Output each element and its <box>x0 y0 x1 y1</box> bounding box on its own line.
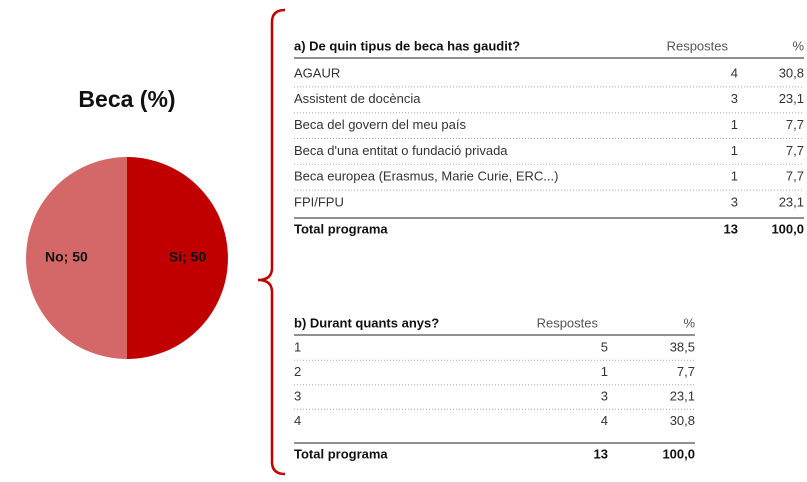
row-percent: 7,7 <box>786 169 804 184</box>
total-label: Total programa <box>294 446 388 461</box>
row-label: Assistent de docència <box>294 91 421 106</box>
total-percent: 100,0 <box>771 221 804 236</box>
row-percent: 7,7 <box>786 143 804 158</box>
row-label: AGAUR <box>294 65 340 80</box>
row-percent: 7,7 <box>786 117 804 132</box>
row-percent: 30,8 <box>670 413 695 428</box>
row-count: 3 <box>731 91 738 106</box>
row-count: 1 <box>731 169 738 184</box>
row-percent: 23,1 <box>670 388 695 403</box>
row-label: Beca del govern del meu país <box>294 117 466 132</box>
row-percent: 38,5 <box>670 339 695 354</box>
row-percent: 23,1 <box>779 194 804 209</box>
row-label: Beca d'una entitat o fundació privada <box>294 143 508 158</box>
row-label: 1 <box>294 339 301 354</box>
row-count: 3 <box>731 194 738 209</box>
total-label: Total programa <box>294 221 388 236</box>
column-header: % <box>683 315 695 330</box>
bracket <box>257 8 286 476</box>
total-count: 13 <box>724 221 738 236</box>
row-percent: 7,7 <box>677 364 695 379</box>
row-percent: 30,8 <box>779 65 804 80</box>
row-count: 1 <box>731 143 738 158</box>
row-count: 4 <box>731 65 738 80</box>
row-label: FPI/FPU <box>294 194 344 209</box>
total-count: 13 <box>594 446 608 461</box>
row-percent: 23,1 <box>779 91 804 106</box>
slice-label: Sí; 50 <box>169 249 207 265</box>
table-title: b) Durant quants anys? <box>294 315 439 330</box>
pie-slice <box>127 157 228 359</box>
row-count: 1 <box>601 364 608 379</box>
row-label: 2 <box>294 364 301 379</box>
row-label: 3 <box>294 388 301 403</box>
row-count: 1 <box>731 117 738 132</box>
row-count: 4 <box>601 413 608 428</box>
total-percent: 100,0 <box>662 446 695 461</box>
row-label: Beca europea (Erasmus, Marie Curie, ERC.… <box>294 169 558 184</box>
row-label: 4 <box>294 413 301 428</box>
column-header: Respostes <box>667 38 729 53</box>
column-header: Respostes <box>537 315 599 330</box>
row-count: 3 <box>601 388 608 403</box>
slice-label: No; 50 <box>45 249 88 265</box>
row-count: 5 <box>601 339 608 354</box>
table-title: a) De quin tipus de beca has gaudit? <box>294 38 520 53</box>
chart-title: Beca (%) <box>78 86 175 112</box>
pie-slice <box>26 157 128 359</box>
column-header: % <box>792 38 804 53</box>
